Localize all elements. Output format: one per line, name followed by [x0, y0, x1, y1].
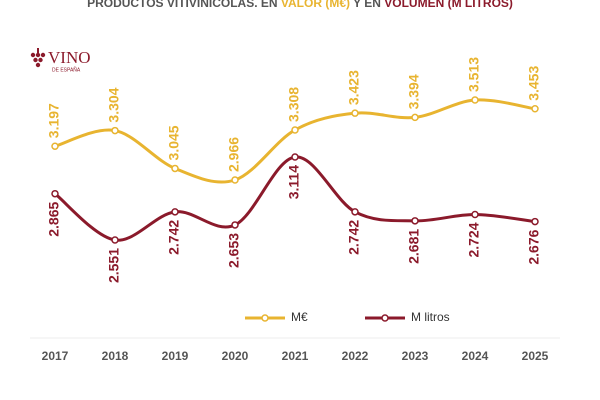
title-part: PRODUCTOS VITIVINÍCOLAS. EN	[87, 0, 281, 10]
title-part: VOLUMEN (M LITROS)	[384, 0, 513, 10]
data-label: 2.724	[466, 222, 482, 257]
data-label: 2.551	[106, 248, 122, 283]
title-part: VALOR (M€)	[281, 0, 350, 10]
legend-label: M€	[291, 310, 308, 324]
data-label: 2.966	[226, 137, 242, 172]
data-point	[531, 217, 539, 226]
data-label: 3.304	[106, 87, 122, 122]
series-line	[54, 155, 536, 242]
x-tick-label: 2025	[522, 349, 549, 363]
chart-title: PRODUCTOS VITIVINÍCOLAS. EN VALOR (M€) Y…	[87, 0, 513, 10]
data-label: 2.653	[226, 233, 242, 268]
data-point	[231, 221, 239, 229]
data-label: 2.865	[46, 202, 62, 237]
data-label: 3.394	[406, 74, 422, 109]
x-tick-label: 2024	[462, 349, 489, 363]
data-point	[411, 217, 419, 225]
legend-marker	[261, 314, 269, 322]
data-label: 3.453	[526, 66, 542, 101]
data-point	[351, 109, 359, 117]
data-point	[471, 210, 479, 219]
data-point	[531, 105, 539, 113]
legend-label: M litros	[411, 310, 450, 324]
data-point	[351, 208, 359, 216]
logo: VINO DE ESPAÑA	[30, 48, 91, 73]
logo-subtitle: DE ESPAÑA	[52, 66, 81, 73]
data-label: 3.045	[166, 125, 182, 160]
logo-name: VINO	[48, 48, 91, 67]
x-tick-label: 2021	[282, 349, 309, 363]
data-label: 3.197	[46, 103, 62, 138]
data-point	[171, 164, 179, 173]
data-point	[51, 189, 59, 198]
x-tick-label: 2020	[222, 349, 249, 363]
x-tick-label: 2023	[402, 349, 429, 363]
data-point	[51, 142, 59, 150]
data-point	[231, 176, 239, 184]
data-point	[111, 126, 119, 135]
title-part: Y EN	[350, 0, 384, 10]
data-point	[411, 113, 419, 122]
legend-marker	[381, 314, 389, 322]
data-label: 3.513	[466, 57, 482, 92]
data-label: 2.681	[406, 229, 422, 264]
data-point	[111, 236, 119, 244]
data-label: 2.742	[346, 220, 362, 255]
data-point	[471, 96, 479, 104]
data-point	[291, 153, 299, 161]
data-point	[171, 208, 179, 216]
x-tick-label: 2019	[162, 349, 189, 363]
series-line	[54, 98, 536, 184]
data-label: 3.423	[346, 70, 362, 105]
x-tick-label: 2018	[102, 349, 129, 363]
data-label: 3.114	[286, 165, 302, 199]
x-tick-label: 2017	[42, 349, 69, 363]
data-label: 3.308	[286, 87, 302, 122]
logo-icon	[30, 48, 46, 68]
data-label: 2.676	[526, 229, 542, 264]
x-tick-label: 2022	[342, 349, 369, 363]
data-point	[291, 126, 299, 134]
data-label: 2.742	[166, 220, 182, 255]
